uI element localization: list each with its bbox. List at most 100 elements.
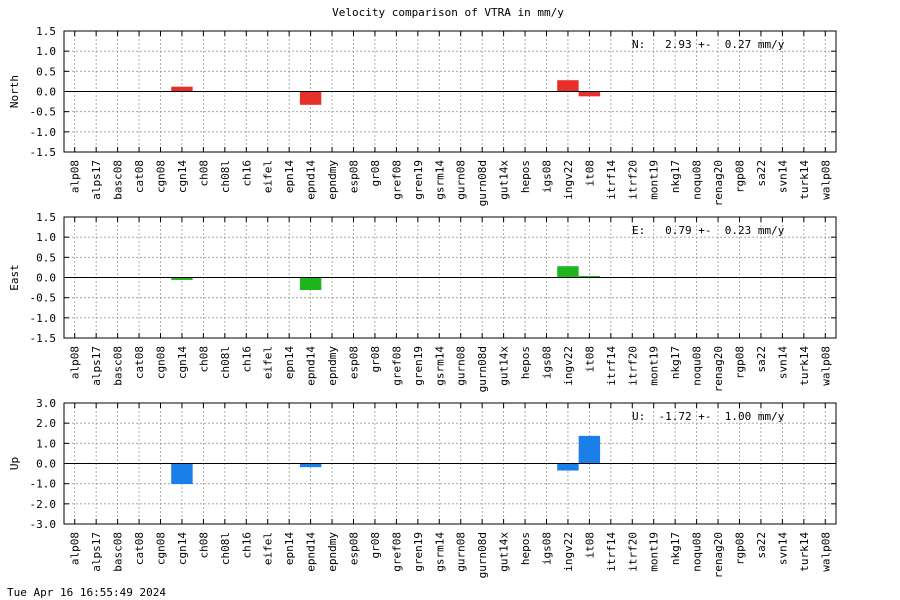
x-tick-label: epn14 (283, 532, 296, 565)
x-tick-label: gurn08 (455, 532, 468, 572)
x-tick-label: eifel (262, 346, 275, 379)
x-tick-label: walp08 (819, 160, 832, 200)
x-tick-label: turk14 (798, 160, 811, 200)
x-tick-label: gren19 (412, 160, 425, 200)
x-tick-label: ch08l (219, 532, 232, 565)
plot-frame (63, 30, 837, 153)
x-tick-label: sa22 (755, 346, 768, 373)
x-tick-label: mont19 (648, 160, 661, 200)
x-tick-label: it08 (583, 346, 596, 373)
y-tick-label: 1.5 (36, 211, 56, 224)
bar-epnd14 (299, 91, 322, 105)
velocity-annotation: N: 2.93 +- 0.27 mm/y (632, 38, 785, 51)
x-tick-label: itrf20 (626, 160, 639, 200)
x-tick-label: rgp08 (734, 346, 747, 379)
x-tick-label: epnd14 (305, 160, 318, 200)
x-tick-label: gref08 (390, 346, 403, 386)
x-tick-label: igs08 (541, 346, 554, 379)
x-tick-label: hepos (519, 532, 532, 565)
bar-ingv22 (557, 80, 579, 92)
x-tick-label: itrf20 (626, 532, 639, 572)
x-tick-label: eifel (262, 532, 275, 565)
x-tick-label: sa22 (755, 160, 768, 187)
x-tick-label: gurn08d (476, 160, 489, 206)
x-tick-label: svn14 (776, 346, 789, 379)
x-tick-label: ch08 (197, 346, 210, 373)
y-tick-label: -1.0 (30, 478, 57, 491)
x-tick-label: epn14 (283, 160, 296, 193)
x-tick-label: turk14 (798, 346, 811, 386)
x-tick-label: alp08 (69, 346, 82, 379)
timestamp: Tue Apr 16 16:55:49 2024 (7, 586, 166, 599)
x-tick-label: cgn08 (155, 532, 168, 565)
x-tick-label: itrf20 (626, 346, 639, 386)
x-tick-label: itrf14 (605, 346, 618, 386)
x-tick-label: turk14 (798, 532, 811, 572)
x-tick-label: rgp08 (734, 532, 747, 565)
x-tick-label: epnd14 (305, 532, 318, 572)
y-axis-label: North (8, 75, 21, 108)
panel-north: 1.5 1.0 0.5 0.0 -0.5 -1.0 -1.5 alp08 alps17 basc0… (8, 25, 837, 206)
bar-it08 (578, 91, 601, 97)
y-tick-label: 0.0 (36, 272, 56, 285)
y-tick-label: 1.0 (36, 437, 56, 450)
plot-frame (63, 216, 837, 339)
y-tick-label: -1.0 (30, 126, 57, 139)
x-tick-label: gref08 (390, 160, 403, 200)
x-tick-label: basc08 (112, 532, 125, 572)
x-tick-label: cat08 (133, 532, 146, 565)
x-tick-label: alps17 (90, 346, 103, 386)
x-tick-label: basc08 (112, 160, 125, 200)
x-tick-label: mont19 (648, 346, 661, 386)
panel-east: 1.5 1.0 0.5 0.0 -0.5 -1.0 -1.5 alp08 alps17 basc0… (8, 211, 837, 392)
x-tick-label: nkg17 (669, 532, 682, 565)
x-tick-label: hepos (519, 160, 532, 193)
x-tick-label: hepos (519, 346, 532, 379)
velocity-chart: Velocity comparison of VTRA in mm/y 1.51… (8, 6, 837, 578)
x-tick-label: nkg17 (669, 160, 682, 193)
y-tick-label: 2.0 (36, 417, 56, 430)
x-tick-label: gsrm14 (433, 346, 446, 386)
x-tick-label: gr08 (369, 346, 382, 373)
x-tick-label: svn14 (776, 532, 789, 565)
x-tick-label: esp08 (348, 160, 361, 193)
x-tick-label: gurn08d (476, 346, 489, 392)
x-tick-label: ingv22 (562, 532, 575, 572)
x-tick-label: gref08 (390, 532, 403, 572)
y-tick-label: -2.0 (30, 498, 57, 511)
y-axis-label: Up (8, 457, 21, 470)
x-tick-label: gut14x (498, 532, 511, 572)
y-tick-label: -0.5 (30, 106, 57, 119)
y-tick-label: 1.5 (36, 25, 56, 38)
x-tick-label: mont19 (648, 532, 661, 572)
x-tick-label: gren19 (412, 532, 425, 572)
y-tick-label: 0.5 (36, 251, 56, 264)
x-tick-label: ch16 (240, 532, 253, 559)
x-tick-label: gr08 (369, 160, 382, 187)
x-tick-label: ch08l (219, 160, 232, 193)
x-tick-label: epndmy (326, 346, 339, 386)
x-tick-label: noqu08 (691, 160, 704, 200)
x-tick-label: rgp08 (734, 160, 747, 193)
y-tick-label: -3.0 (30, 518, 57, 531)
x-tick-label: cgn14 (176, 160, 189, 193)
x-tick-label: svn14 (776, 160, 789, 193)
bar-ingv22 (557, 266, 579, 278)
x-tick-label: esp08 (348, 532, 361, 565)
x-tick-label: epn14 (283, 346, 296, 379)
y-tick-label: 3.0 (36, 397, 56, 410)
x-tick-label: sa22 (755, 532, 768, 559)
x-tick-label: alp08 (69, 532, 82, 565)
x-tick-label: alps17 (90, 160, 103, 200)
x-tick-label: cgn14 (176, 346, 189, 379)
x-tick-label: it08 (583, 532, 596, 559)
x-tick-label: cgn08 (155, 346, 168, 379)
x-tick-label: basc08 (112, 346, 125, 386)
y-tick-label: 0.0 (36, 86, 56, 99)
bar-cgn14 (171, 277, 193, 280)
x-tick-label: alp08 (69, 160, 82, 193)
x-tick-label: igs08 (541, 532, 554, 565)
x-tick-label: walp08 (819, 532, 832, 572)
x-tick-label: gurn08 (455, 160, 468, 200)
bar-cgn14 (171, 86, 193, 92)
